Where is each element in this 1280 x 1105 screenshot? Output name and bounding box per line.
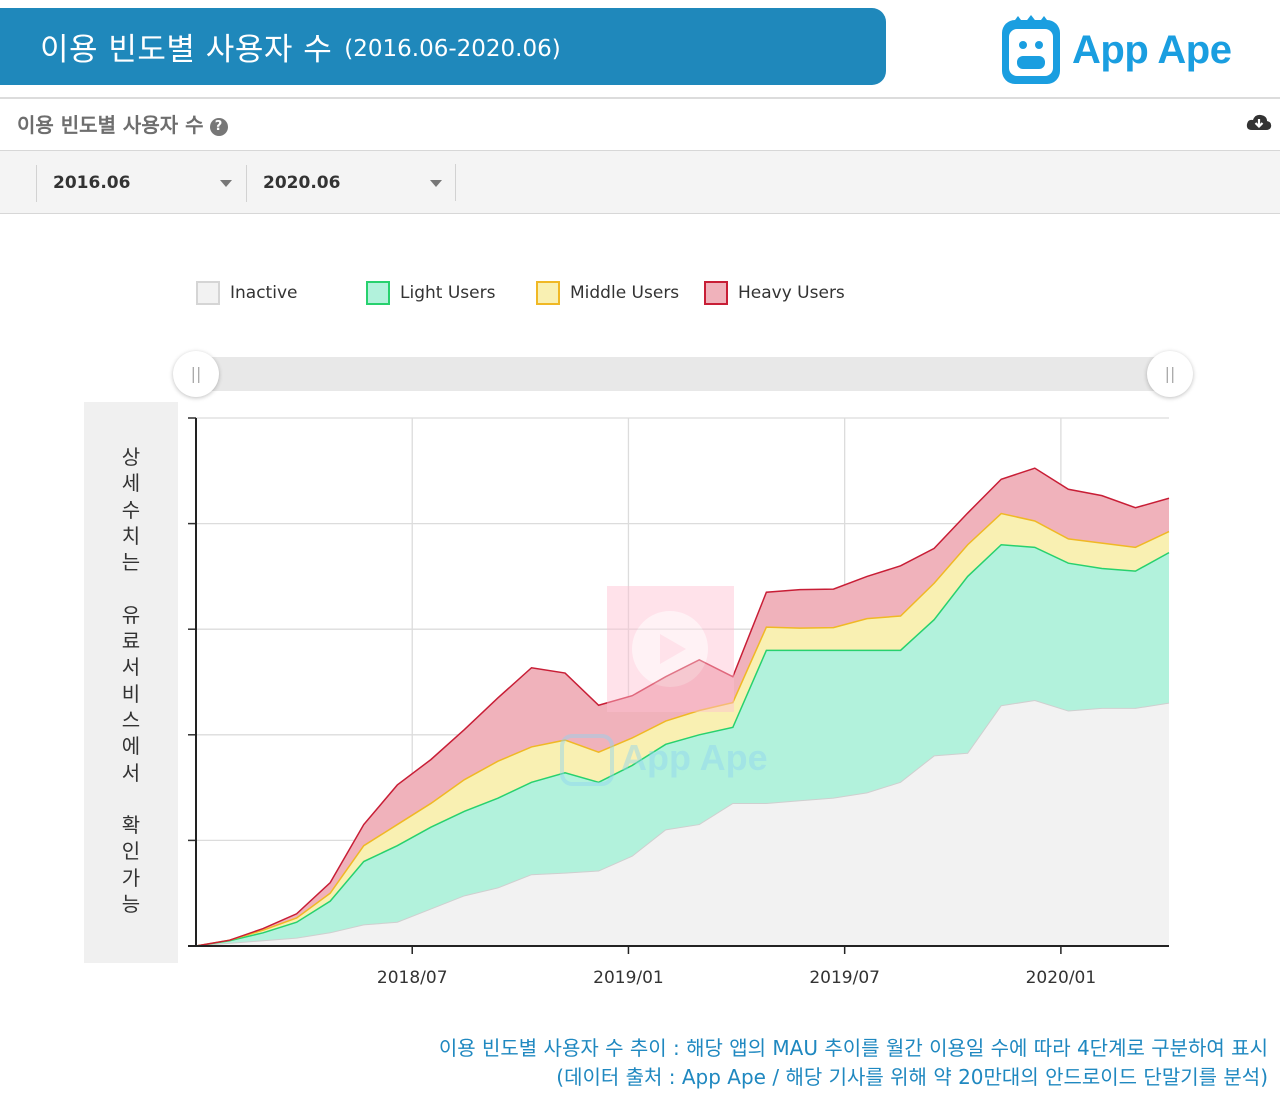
section-title-text: 이용 빈도별 사용자 수 — [17, 113, 204, 137]
app-ape-logo: App Ape — [1000, 14, 1232, 86]
legend-swatch-middle-users — [536, 281, 560, 305]
legend-item-inactive[interactable]: Inactive — [196, 281, 297, 305]
side-note-char: 비 — [121, 681, 141, 706]
question-circle-icon[interactable]: ? — [209, 118, 228, 136]
watermark-text: App Ape — [621, 737, 768, 778]
cloud-download-icon[interactable] — [1246, 112, 1272, 138]
area-inactive — [196, 700, 1169, 946]
end-date-select[interactable]: 2020.06 — [246, 165, 456, 202]
x-tick-label: 2020/01 — [1026, 968, 1097, 988]
side-note-char: 상 — [121, 445, 141, 469]
side-note-char: 유 — [121, 602, 141, 627]
side-note-char: 서 — [121, 655, 141, 680]
x-tick-label: 2018/07 — [377, 968, 448, 988]
logo-text: App Ape — [1072, 27, 1232, 72]
x-tick-label: 2019/01 — [593, 968, 664, 988]
side-note-char: 료 — [121, 629, 141, 654]
chart-areas — [195, 467, 1170, 947]
legend-label-inactive: Inactive — [230, 283, 298, 303]
chevron-down-icon — [430, 180, 442, 187]
chart-watermark: App Ape — [560, 586, 768, 786]
side-note-char: 는 — [121, 550, 141, 575]
side-note-char: 세 — [121, 471, 141, 496]
side-note-char: 치 — [121, 523, 141, 548]
date-filter-bar: 2016.06 2020.06 — [0, 150, 1280, 214]
start-date-value: 2016.06 — [53, 173, 131, 193]
footnote-line-2: (데이터 출처 : App Ape / 해당 기사를 위해 약 20만대의 안드… — [556, 1065, 1268, 1089]
range-slider-track[interactable] — [196, 357, 1171, 391]
legend-label-middle-users: Middle Users — [570, 283, 680, 303]
legend-label-light-users: Light Users — [400, 283, 496, 303]
ape-face-icon — [1002, 15, 1060, 84]
range-handle-left[interactable]: || — [173, 351, 219, 397]
watermark-logo-icon — [607, 586, 734, 712]
legend-item-light-users[interactable]: Light Users — [366, 281, 495, 305]
area-middle-users — [196, 513, 1169, 946]
chevron-down-icon — [220, 180, 232, 187]
side-note-char: 확 — [121, 813, 141, 838]
area-light-users — [196, 544, 1169, 946]
chart-legend: Inactive Light Users Middle Users Heavy … — [0, 281, 1280, 311]
legend-item-heavy-users[interactable]: Heavy Users — [704, 281, 845, 305]
page-title-range: (2016.06-2020.06) — [344, 35, 561, 62]
footnote: 이용 빈도별 사용자 수 추이 : 해당 앱의 MAU 추이를 월간 이용일 수… — [439, 1034, 1268, 1092]
legend-label-heavy-users: Heavy Users — [738, 283, 845, 303]
watermark-ape-icon — [560, 734, 614, 786]
watermark-logo-circle-icon — [632, 611, 708, 687]
end-date-value: 2020.06 — [263, 173, 341, 193]
line-inactive — [195, 699, 1170, 947]
section-title: 이용 빈도별 사용자 수? — [17, 109, 228, 138]
range-handle-right[interactable]: || — [1147, 351, 1193, 397]
title-banner: 이용 빈도별 사용자 수 (2016.06-2020.06) — [0, 8, 886, 85]
x-axis-ticks: 2018/07 2019/01 2019/07 2020/01 — [377, 946, 1096, 988]
side-note-char: 가 — [121, 865, 141, 890]
watermark-play-icon — [660, 634, 686, 664]
line-middle-users — [195, 512, 1170, 947]
start-date-select[interactable]: 2016.06 — [36, 165, 246, 202]
side-note-char: 수 — [121, 497, 141, 522]
legend-swatch-light-users — [366, 281, 390, 305]
filter-divider — [455, 164, 456, 201]
legend-item-middle-users[interactable]: Middle Users — [536, 281, 679, 305]
legend-swatch-inactive — [196, 281, 220, 305]
side-note-char: 에 — [121, 734, 141, 759]
chart-axes — [188, 418, 1169, 947]
x-tick-label: 2019/07 — [809, 968, 880, 988]
line-light-users — [195, 543, 1170, 947]
page-title: 이용 빈도별 사용자 수 — [40, 32, 333, 68]
section-header: 이용 빈도별 사용자 수? — [0, 97, 1280, 150]
legend-swatch-heavy-users — [704, 281, 728, 305]
side-note-char: 인 — [121, 839, 141, 864]
side-note-char: 능 — [121, 892, 141, 917]
side-note-char: 스 — [121, 707, 141, 732]
area-heavy-users — [196, 468, 1169, 946]
side-note-char: 서 — [121, 760, 141, 785]
line-heavy-users — [195, 467, 1170, 947]
footnote-line-1: 이용 빈도별 사용자 수 추이 : 해당 앱의 MAU 추이를 월간 이용일 수… — [438, 1036, 1268, 1060]
